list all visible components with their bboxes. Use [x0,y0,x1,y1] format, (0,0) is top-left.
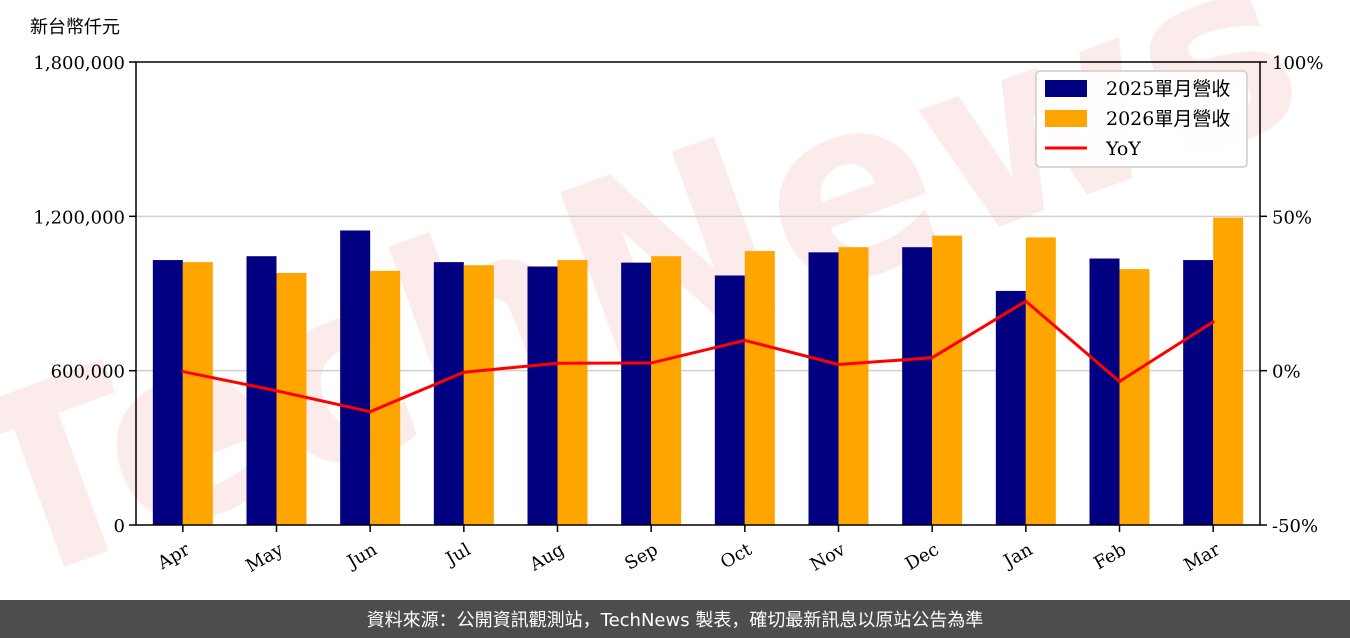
legend-box [1035,70,1248,168]
bar-2025-dec [902,247,933,525]
right-axis: -50% 0% 50% 100% [1260,53,1323,537]
x-tick-label-jun: Jun [342,539,381,574]
left-tick-label: 1,200,000 [33,207,125,228]
yoy-line [182,299,1214,414]
y-unit-label: 新台幣仟元 [30,17,120,38]
bar-2026-apr [182,262,213,525]
gridlines [136,215,1260,372]
bar-2025-jul [433,262,464,525]
legend-swatch-0 [1045,80,1087,97]
bar-2025-oct [714,275,745,525]
yoy-point-dec [930,356,934,360]
right-tick-label: -50% [1272,516,1318,537]
source-footer: 資料來源：公開資訊觀測站，TechNews 製表，確切最新訊息以原站公告為準 [0,600,1350,638]
yoy-point-jun [368,410,372,414]
yoy-point-apr [181,370,185,374]
bar-2025-apr [152,260,183,525]
x-tick-label-nov: Nov [807,539,850,576]
bar-2026-may [276,272,307,525]
legend-label-2: YoY [1105,138,1141,160]
legend-label-1: 2026單月營收 [1106,108,1230,130]
x-tick-label-dec: Dec [902,539,943,575]
right-tick-label: 50% [1272,207,1312,228]
x-tick-label-feb: Feb [1090,539,1130,574]
bar-2025-nov [808,252,839,525]
bar-2026-feb [1119,269,1150,525]
legend: 2025單月營收 2026單月營收 YoY [1035,70,1248,168]
bar-2026-dec [932,235,963,525]
legend-swatch-1 [1045,110,1087,127]
legend-label-0: 2025單月營收 [1106,78,1230,100]
bar-2025-mar [1183,260,1214,525]
bar-2026-jul [463,265,494,525]
yoy-point-may [275,389,278,393]
bar-2025-sep [621,262,652,525]
yoy-point-mar [1211,320,1215,324]
yoy-point-sep [649,361,653,365]
bar-2025-jun [340,230,371,525]
bar-2026-nov [838,247,869,525]
x-tick-label-jul: Jul [441,539,475,571]
bar-2026-sep [651,256,682,525]
bar-2025-aug [527,266,558,525]
plot-frame [135,61,1261,526]
yoy-point-aug [556,361,559,365]
right-tick-label: 0% [1272,362,1301,383]
yoy-point-jan [1024,299,1028,303]
yoy-point-feb [1118,379,1121,383]
x-tick-label-sep: Sep [621,539,661,574]
bar-2026-mar [1213,217,1244,525]
bar-2026-jun [370,270,401,525]
bars-group [152,217,1244,526]
bar-2025-jan [995,290,1026,525]
yoy-point-jul [462,370,466,374]
right-tick-label: 100% [1272,53,1323,74]
x-tick-label-aug: Aug [525,539,568,576]
x-tick-label-mar: Mar [1180,539,1224,576]
yoy-point-nov [837,362,840,366]
x-tick-label-jan: Jan [999,539,1037,573]
left-tick-label: 600,000 [51,362,125,383]
left-tick-label: 0 [114,516,125,537]
yoy-line-group [181,299,1215,414]
x-tick-label-oct: Oct [717,539,756,574]
bar-2026-aug [557,260,588,525]
bar-2025-feb [1089,258,1120,525]
left-axis: 0 600,000 1,200,000 1,800,000 [33,53,136,537]
bar-2026-jan [1025,237,1056,526]
bar-2026-oct [744,251,775,525]
yoy-point-oct [743,338,747,342]
left-tick-label: 1,800,000 [33,53,125,74]
